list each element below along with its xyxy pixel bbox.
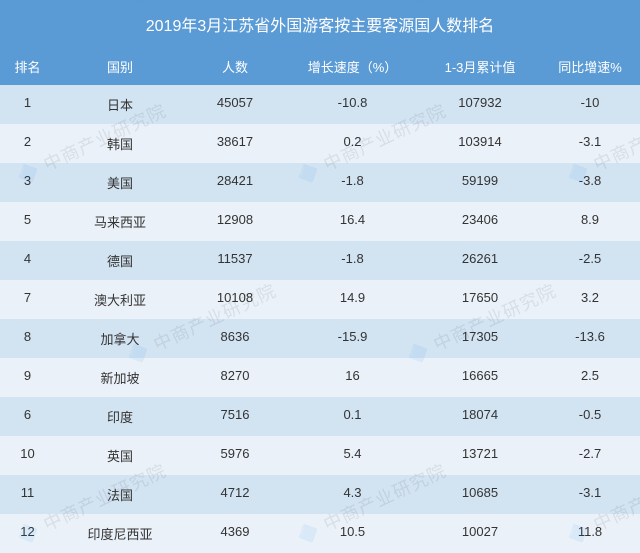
cell-growth: -10.8: [285, 95, 420, 114]
cell-yoy: 2.5: [540, 368, 640, 387]
cell-country: 马来西亚: [55, 212, 185, 231]
cell-growth: 4.3: [285, 485, 420, 504]
cell-cumulative: 59199: [420, 173, 540, 192]
table-container: 2019年3月江苏省外国游客按主要客源国人数排名 排名 国别 人数 增长速度（%…: [0, 0, 640, 551]
cell-country: 澳大利亚: [55, 290, 185, 309]
cell-growth: 0.2: [285, 134, 420, 153]
table-row: 12印度尼西亚436910.51002711.8: [0, 514, 640, 553]
cell-count: 5976: [185, 446, 285, 465]
cell-rank: 8: [0, 329, 55, 348]
cell-yoy: -0.5: [540, 407, 640, 426]
cell-cumulative: 13721: [420, 446, 540, 465]
cell-growth: -1.8: [285, 173, 420, 192]
cell-cumulative: 16665: [420, 368, 540, 387]
cell-rank: 4: [0, 251, 55, 270]
cell-rank: 3: [0, 173, 55, 192]
cell-yoy: -3.1: [540, 134, 640, 153]
col-country: 国别: [55, 57, 185, 76]
cell-country: 日本: [55, 95, 185, 114]
col-count: 人数: [185, 57, 285, 76]
cell-yoy: -13.6: [540, 329, 640, 348]
cell-cumulative: 10027: [420, 524, 540, 543]
cell-yoy: -2.5: [540, 251, 640, 270]
table-title: 2019年3月江苏省外国游客按主要客源国人数排名: [0, 0, 640, 48]
cell-country: 印度尼西亚: [55, 524, 185, 543]
cell-growth: 16.4: [285, 212, 420, 231]
cell-rank: 1: [0, 95, 55, 114]
cell-yoy: 3.2: [540, 290, 640, 309]
table-row: 8加拿大8636-15.917305-13.6: [0, 319, 640, 358]
cell-yoy: -10: [540, 95, 640, 114]
col-yoy: 同比增速%: [540, 57, 640, 76]
table-row: 1日本45057-10.8107932-10: [0, 85, 640, 124]
table-row: 2韩国386170.2103914-3.1: [0, 124, 640, 163]
cell-yoy: -3.1: [540, 485, 640, 504]
col-rank: 排名: [0, 57, 55, 76]
cell-rank: 12: [0, 524, 55, 543]
cell-count: 12908: [185, 212, 285, 231]
cell-count: 8636: [185, 329, 285, 348]
cell-count: 4369: [185, 524, 285, 543]
rows-container: 1日本45057-10.8107932-102韩国386170.2103914-…: [0, 85, 640, 553]
cell-count: 28421: [185, 173, 285, 192]
cell-country: 德国: [55, 251, 185, 270]
table-row: 6印度75160.118074-0.5: [0, 397, 640, 436]
cell-cumulative: 23406: [420, 212, 540, 231]
cell-growth: 16: [285, 368, 420, 387]
cell-count: 11537: [185, 251, 285, 270]
cell-rank: 6: [0, 407, 55, 426]
cell-yoy: -3.8: [540, 173, 640, 192]
cell-cumulative: 10685: [420, 485, 540, 504]
cell-growth: 0.1: [285, 407, 420, 426]
cell-count: 45057: [185, 95, 285, 114]
cell-cumulative: 18074: [420, 407, 540, 426]
cell-rank: 10: [0, 446, 55, 465]
column-headers: 排名 国别 人数 增长速度（%） 1-3月累计值 同比增速%: [0, 48, 640, 85]
table-row: 5马来西亚1290816.4234068.9: [0, 202, 640, 241]
cell-cumulative: 26261: [420, 251, 540, 270]
table-row: 11法国47124.310685-3.1: [0, 475, 640, 514]
cell-country: 韩国: [55, 134, 185, 153]
cell-count: 38617: [185, 134, 285, 153]
cell-count: 10108: [185, 290, 285, 309]
cell-rank: 5: [0, 212, 55, 231]
cell-growth: -1.8: [285, 251, 420, 270]
cell-country: 美国: [55, 173, 185, 192]
cell-cumulative: 103914: [420, 134, 540, 153]
cell-cumulative: 17650: [420, 290, 540, 309]
col-cumulative: 1-3月累计值: [420, 57, 540, 76]
cell-rank: 11: [0, 485, 55, 504]
cell-country: 新加坡: [55, 368, 185, 387]
cell-growth: 14.9: [285, 290, 420, 309]
cell-yoy: 11.8: [540, 524, 640, 543]
cell-growth: -15.9: [285, 329, 420, 348]
table-row: 3美国28421-1.859199-3.8: [0, 163, 640, 202]
cell-growth: 5.4: [285, 446, 420, 465]
cell-growth: 10.5: [285, 524, 420, 543]
cell-cumulative: 17305: [420, 329, 540, 348]
cell-count: 4712: [185, 485, 285, 504]
cell-count: 8270: [185, 368, 285, 387]
cell-country: 加拿大: [55, 329, 185, 348]
cell-yoy: -2.7: [540, 446, 640, 465]
cell-rank: 2: [0, 134, 55, 153]
cell-country: 法国: [55, 485, 185, 504]
table-row: 10英国59765.413721-2.7: [0, 436, 640, 475]
cell-country: 英国: [55, 446, 185, 465]
cell-cumulative: 107932: [420, 95, 540, 114]
col-growth: 增长速度（%）: [285, 57, 420, 76]
cell-country: 印度: [55, 407, 185, 426]
cell-rank: 7: [0, 290, 55, 309]
table-row: 7澳大利亚1010814.9176503.2: [0, 280, 640, 319]
cell-yoy: 8.9: [540, 212, 640, 231]
table-row: 9新加坡827016166652.5: [0, 358, 640, 397]
cell-rank: 9: [0, 368, 55, 387]
table-row: 4德国11537-1.826261-2.5: [0, 241, 640, 280]
cell-count: 7516: [185, 407, 285, 426]
